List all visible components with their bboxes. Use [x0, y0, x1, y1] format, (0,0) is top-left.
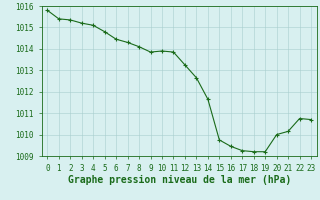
X-axis label: Graphe pression niveau de la mer (hPa): Graphe pression niveau de la mer (hPa) — [68, 175, 291, 185]
